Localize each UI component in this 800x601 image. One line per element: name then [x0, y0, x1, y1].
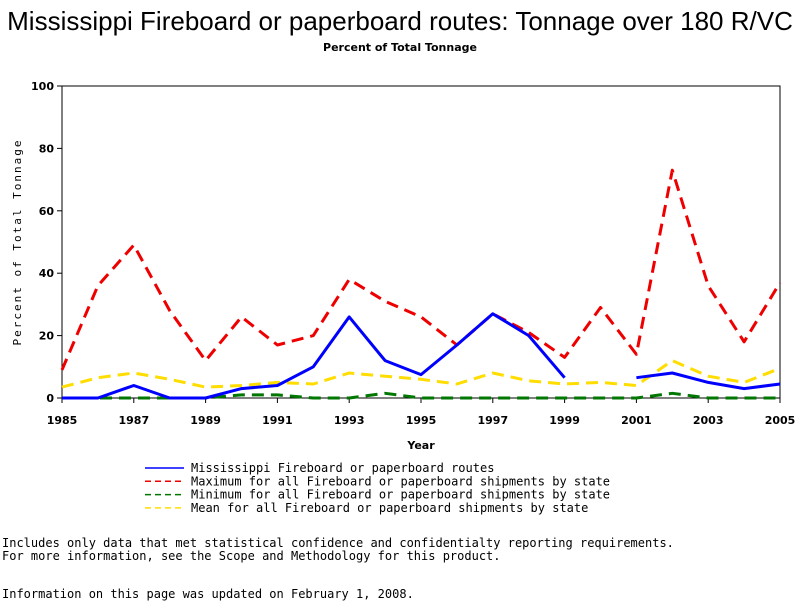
y-tick-label: 40: [39, 267, 55, 280]
y-tick-label: 0: [46, 392, 54, 405]
legend-label-4: Mean for all Fireboard or paperboard shi…: [191, 501, 588, 515]
methodology-note: For more information, see the Scope and …: [2, 549, 501, 563]
x-axis-label: Year: [406, 439, 435, 452]
series-line-1: [636, 371, 781, 391]
plot-frame: [61, 85, 781, 399]
x-tick-label: 1999: [549, 414, 580, 427]
y-tick-label: 100: [31, 80, 54, 93]
y-tick-label: 20: [39, 330, 55, 343]
legend-label-3: Minimum for all Fireboard or paperboard …: [191, 488, 610, 502]
confidentiality-note: Includes only data that met statistical …: [2, 536, 674, 550]
x-tick-label: 1997: [477, 414, 508, 427]
legend-label-2: Maximum for all Fireboard or paperboard …: [191, 474, 610, 488]
chart-subtitle: Percent of Total Tonnage: [323, 41, 477, 54]
y-axis-label: Percent of Total Tonnage: [11, 139, 24, 346]
series-line-1: [62, 312, 566, 400]
x-tick-label: 2001: [621, 414, 652, 427]
x-tick-label: 1989: [190, 414, 221, 427]
y-tick-label: 60: [39, 205, 55, 218]
y-tick-label: 80: [39, 142, 55, 155]
x-tick-label: 1987: [118, 414, 149, 427]
updated-note: Information on this page was updated on …: [2, 587, 414, 601]
x-tick-label: 1985: [47, 414, 78, 427]
x-tick-label: 1993: [334, 414, 365, 427]
series-line-4: [61, 359, 781, 389]
x-tick-label: 2005: [765, 414, 796, 427]
x-tick-label: 2003: [693, 414, 724, 427]
legend-label-1: Mississippi Fireboard or paperboard rout…: [191, 461, 494, 475]
chart-title: Mississippi Fireboard or paperboard rout…: [7, 6, 793, 36]
x-tick-label: 1995: [406, 414, 437, 427]
x-tick-label: 1991: [262, 414, 293, 427]
series-line-2: [60, 168, 782, 371]
